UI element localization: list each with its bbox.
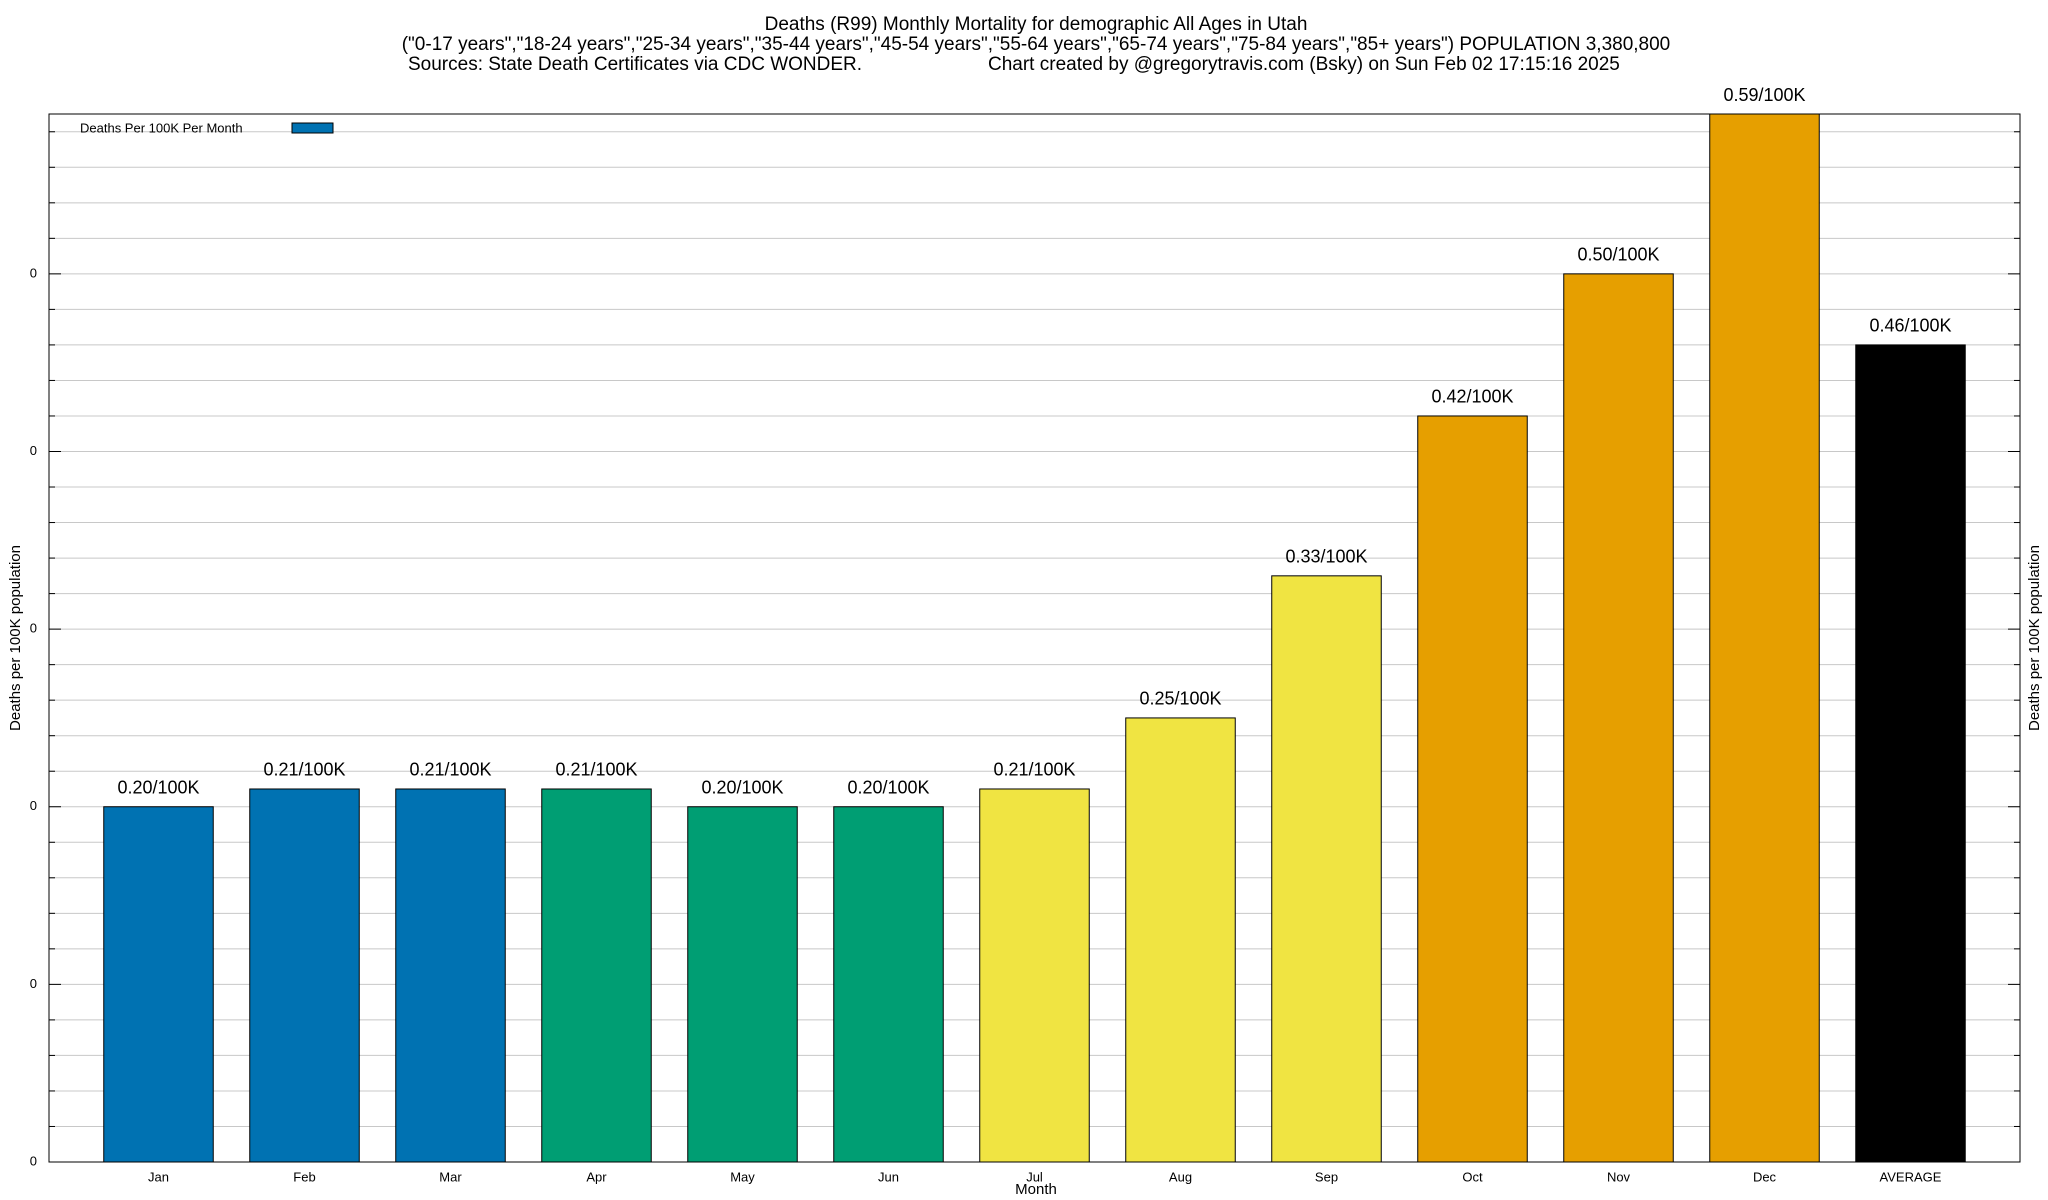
bar <box>833 806 944 1163</box>
value-label: 0.20/100K <box>701 777 783 797</box>
y-axis-label: Deaths per 100K population <box>7 545 24 731</box>
x-tick-label: Jan <box>148 1169 169 1184</box>
x-tick-label: AVERAGE <box>1880 1169 1942 1184</box>
bar <box>1125 717 1236 1163</box>
bar <box>1855 344 1966 1163</box>
y-tick-label: 0 <box>30 976 37 991</box>
credit: Chart created by @gregorytravis.com (Bsk… <box>988 54 1620 75</box>
x-tick-label: Sep <box>1315 1169 1338 1184</box>
value-label: 0.21/100K <box>993 760 1075 780</box>
bar <box>103 806 214 1163</box>
x-tick-label: Mar <box>439 1169 462 1184</box>
value-label: 0.59/100K <box>1723 85 1805 105</box>
bar <box>395 788 506 1163</box>
legend-swatch <box>291 122 334 134</box>
sources: Sources: State Death Certificates via CD… <box>408 54 862 75</box>
value-label: 0.20/100K <box>847 777 929 797</box>
value-label: 0.25/100K <box>1139 689 1221 709</box>
y-tick-label: 0 <box>30 621 37 636</box>
x-tick-label: May <box>730 1169 755 1184</box>
bar <box>979 788 1090 1163</box>
y-tick-label: 0 <box>30 265 37 280</box>
x-tick-label: Feb <box>293 1169 315 1184</box>
value-label: 0.33/100K <box>1285 547 1367 567</box>
y2-axis-label: Deaths per 100K population <box>2026 545 2043 731</box>
bar <box>1709 113 1820 1163</box>
bar <box>249 788 360 1163</box>
x-tick-label: Oct <box>1462 1169 1483 1184</box>
x-tick-label: Apr <box>586 1169 607 1184</box>
x-axis-label: Month <box>1015 1181 1057 1198</box>
x-tick-label: Nov <box>1607 1169 1631 1184</box>
y-tick-label: 0 <box>30 443 37 458</box>
y-tick-label: 0 <box>30 798 37 813</box>
x-tick-label: Jul <box>1026 1169 1043 1184</box>
legend-label: Deaths Per 100K Per Month <box>80 120 243 135</box>
chart-subtitle: ("0-17 years","18-24 years","25-34 years… <box>402 34 1671 55</box>
x-tick-label: Aug <box>1169 1169 1192 1184</box>
value-label: 0.21/100K <box>555 760 637 780</box>
value-label: 0.46/100K <box>1869 316 1951 336</box>
bar <box>1271 575 1382 1163</box>
chart-title: Deaths (R99) Monthly Mortality for demog… <box>765 14 1308 35</box>
x-tick-label: Jun <box>878 1169 899 1184</box>
value-label: 0.21/100K <box>409 760 491 780</box>
y-tick-label: 0 <box>30 1153 37 1168</box>
value-label: 0.21/100K <box>263 760 345 780</box>
bar <box>1417 415 1528 1163</box>
bar <box>541 788 652 1163</box>
x-tick-label: Dec <box>1753 1169 1777 1184</box>
value-label: 0.42/100K <box>1431 387 1513 407</box>
bar <box>1563 273 1674 1163</box>
bar <box>687 806 798 1163</box>
value-label: 0.50/100K <box>1577 245 1659 265</box>
value-label: 0.20/100K <box>117 777 199 797</box>
